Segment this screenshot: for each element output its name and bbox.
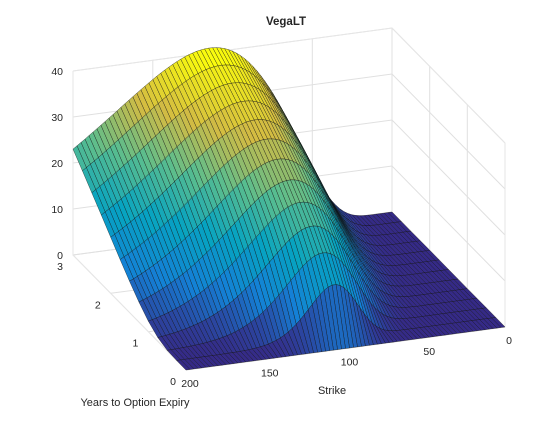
chart-title: VegaLT [266,16,306,28]
x-axis-label: Strike [318,385,346,397]
y-tick-label: 2 [95,299,101,311]
tick-layer: 0 10 20 30 40 0 50 100 150 200 0 1 2 3 [51,66,512,390]
x-tick-label: 0 [506,335,512,347]
x-tick-label: 50 [423,346,435,358]
y-tick-label: 0 [170,376,176,388]
y-axis-label: Years to Option Expiry [80,397,190,409]
surface-patch [176,359,191,371]
axis-box-edge [72,27,393,72]
z-tick-label: 10 [51,204,63,216]
axis-box-edge [391,27,506,144]
x-tick-label: 200 [181,378,199,390]
x-tick-label: 100 [341,357,359,369]
y-tick-label: 1 [132,338,138,350]
x-tick-label: 150 [261,367,279,379]
z-tick-label: 20 [51,158,63,170]
y-tick-label: 3 [57,261,63,273]
z-tick-label: 30 [51,112,63,124]
z-tick-label: 0 [57,250,63,262]
axis-box-edge [72,254,187,371]
surface-layer [72,47,506,371]
z-tick-label: 40 [51,66,63,78]
